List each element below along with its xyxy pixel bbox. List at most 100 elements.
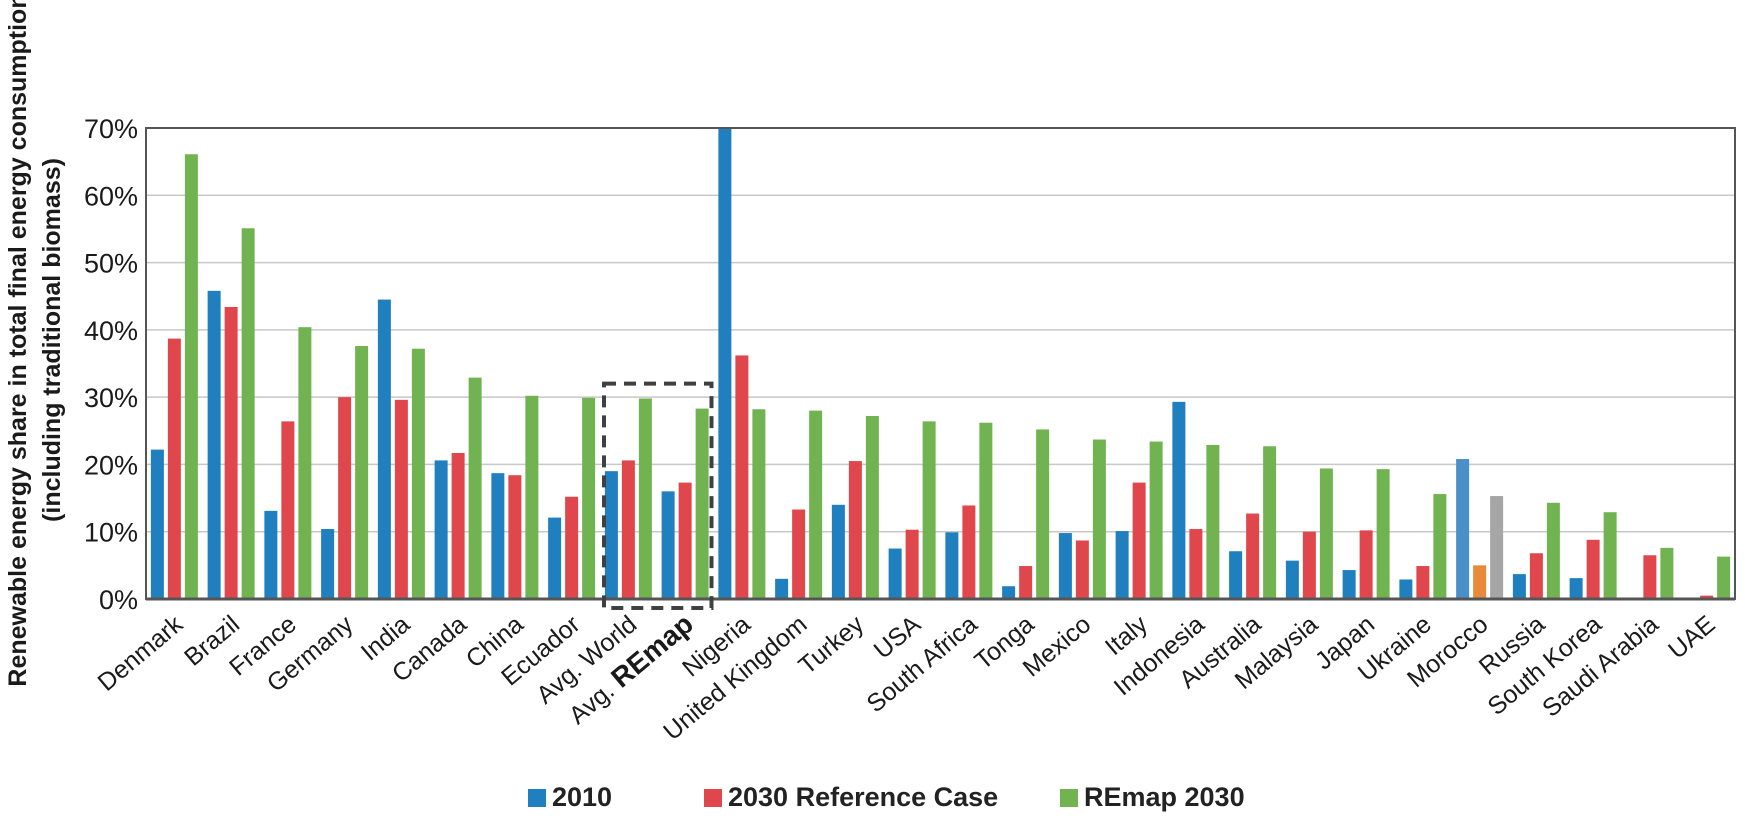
y-tick-label: 30% xyxy=(84,383,138,413)
legend-label-remap: REmap 2030 xyxy=(1084,782,1245,812)
bar-mexico-remap-2030 xyxy=(1092,439,1106,599)
y-tick-labels: 0% 10% 20% 30% 40% 50% 60% 70% xyxy=(84,114,138,615)
bar-avg-remap-2010 xyxy=(661,491,675,599)
bar-ecuador-2030-reference-case xyxy=(565,496,579,599)
y-tick-label: 50% xyxy=(84,249,138,279)
y-tick-label: 40% xyxy=(84,316,138,346)
y-tick-label: 60% xyxy=(84,181,138,211)
bar-morocco-remap-2030 xyxy=(1490,496,1504,599)
legend-item-reference: 2030 Reference Case xyxy=(704,782,998,813)
bar-nigeria-2030-reference-case xyxy=(735,355,749,599)
x-tick-labels: DenmarkBrazilFranceGermanyIndiaCanadaChi… xyxy=(93,608,1721,746)
legend: 2010 2030 Reference Case REmap 2030 xyxy=(0,782,1745,812)
bar-brazil-remap-2030 xyxy=(241,228,255,599)
bar-usa-2010 xyxy=(888,548,902,599)
bar-morocco-2010 xyxy=(1456,459,1470,599)
bar-south-korea-2010 xyxy=(1569,578,1583,599)
x-tick-label-south-africa: South Africa xyxy=(861,610,982,718)
bar-united-kingdom-remap-2030 xyxy=(809,410,823,599)
bar-germany-2030-reference-case xyxy=(338,397,352,599)
legend-swatch-2010 xyxy=(528,788,546,807)
bar-italy-2010 xyxy=(1115,531,1129,599)
bar-japan-2030-reference-case xyxy=(1359,530,1373,599)
bar-avg-remap-2030-reference-case xyxy=(678,482,692,599)
bar-south-africa-remap-2030 xyxy=(979,422,993,599)
bar-malaysia-2030-reference-case xyxy=(1302,531,1316,599)
bar-mexico-2030-reference-case xyxy=(1075,540,1089,599)
bar-south-korea-remap-2030 xyxy=(1603,512,1617,599)
bar-south-korea-2030-reference-case xyxy=(1586,539,1600,599)
legend-label-reference: 2030 Reference Case xyxy=(728,782,999,812)
legend-swatch-reference xyxy=(704,788,722,807)
bar-nigeria-remap-2030 xyxy=(752,409,766,599)
bar-uae-2030-reference-case xyxy=(1700,595,1714,599)
legend-item-2010: 2010 xyxy=(528,782,612,813)
bar-germany-remap-2030 xyxy=(355,346,369,599)
y-axis-title-line2: (including traditional biomass) xyxy=(38,158,66,522)
bar-united-kingdom-2030-reference-case xyxy=(792,509,806,599)
bar-australia-2030-reference-case xyxy=(1246,513,1260,599)
bar-germany-2010 xyxy=(321,529,335,599)
bar-tonga-remap-2030 xyxy=(1036,429,1050,599)
bar-canada-2010 xyxy=(434,460,448,599)
bar-italy-remap-2030 xyxy=(1149,441,1163,599)
bar-saudi-arabia-remap-2030 xyxy=(1660,547,1674,599)
x-tick-label-uae: UAE xyxy=(1663,610,1720,664)
bar-russia-2030-reference-case xyxy=(1529,553,1543,599)
y-tick-label: 70% xyxy=(84,114,138,144)
bar-tonga-2010 xyxy=(1002,586,1016,599)
bar-japan-2010 xyxy=(1342,570,1356,599)
bar-mexico-2010 xyxy=(1058,533,1072,599)
bar-france-remap-2030 xyxy=(298,327,312,599)
bar-usa-remap-2030 xyxy=(922,421,936,599)
bar-brazil-2030-reference-case xyxy=(224,306,238,599)
bar-italy-2030-reference-case xyxy=(1132,482,1146,599)
bar-indonesia-2010 xyxy=(1172,401,1186,599)
y-axis-title-line1: Renewable energy share in total final en… xyxy=(4,0,32,687)
bar-turkey-2030-reference-case xyxy=(848,461,862,599)
bar-china-2010 xyxy=(491,473,505,599)
bar-india-2030-reference-case xyxy=(394,399,408,599)
bar-ukraine-2030-reference-case xyxy=(1416,566,1430,599)
bar-russia-2010 xyxy=(1512,574,1526,599)
x-tick-label-denmark: Denmark xyxy=(93,610,189,697)
y-tick-label: 20% xyxy=(84,450,138,480)
bar-canada-remap-2030 xyxy=(468,377,482,599)
bar-avg-world-remap-2030 xyxy=(638,398,652,599)
bar-nigeria-2010 xyxy=(718,128,732,599)
bar-russia-remap-2030 xyxy=(1546,502,1560,599)
bar-denmark-2010 xyxy=(150,449,164,599)
bar-australia-2010 xyxy=(1229,551,1243,599)
bar-france-2010 xyxy=(264,510,278,599)
y-tick-label: 0% xyxy=(99,585,138,615)
bar-australia-remap-2030 xyxy=(1263,446,1277,599)
highlight-box xyxy=(602,381,714,610)
bar-china-2030-reference-case xyxy=(508,475,522,599)
legend-item-remap: REmap 2030 xyxy=(1060,782,1245,813)
bar-japan-remap-2030 xyxy=(1376,469,1390,599)
bar-india-remap-2030 xyxy=(411,348,425,599)
axes xyxy=(145,127,1736,601)
bar-morocco-2030-reference-case xyxy=(1473,565,1487,599)
bar-ukraine-2010 xyxy=(1399,579,1413,599)
bar-canada-2030-reference-case xyxy=(451,452,465,599)
bar-avg-remap-remap-2030 xyxy=(695,408,709,599)
bar-chart: 0% 10% 20% 30% 40% 50% 60% 70% DenmarkBrazilFra… xyxy=(4,0,1736,746)
bar-turkey-remap-2030 xyxy=(865,415,879,599)
bar-denmark-remap-2030 xyxy=(184,154,198,599)
bar-china-remap-2030 xyxy=(525,395,539,599)
bar-united-kingdom-2010 xyxy=(775,578,789,599)
bar-malaysia-2010 xyxy=(1285,560,1299,599)
bar-uae-remap-2030 xyxy=(1717,556,1731,599)
bar-indonesia-2030-reference-case xyxy=(1189,529,1203,599)
y-tick-label: 10% xyxy=(84,518,138,548)
bar-malaysia-remap-2030 xyxy=(1319,468,1333,599)
bar-tonga-2030-reference-case xyxy=(1019,566,1033,599)
bar-ukraine-remap-2030 xyxy=(1433,494,1447,599)
bar-avg-world-2010 xyxy=(604,471,618,599)
bar-indonesia-remap-2030 xyxy=(1206,444,1220,599)
highlight-dashed-box xyxy=(602,381,714,610)
bar-usa-2030-reference-case xyxy=(905,529,919,599)
legend-label-2010: 2010 xyxy=(552,782,613,812)
bar-saudi-arabia-2030-reference-case xyxy=(1643,555,1657,599)
